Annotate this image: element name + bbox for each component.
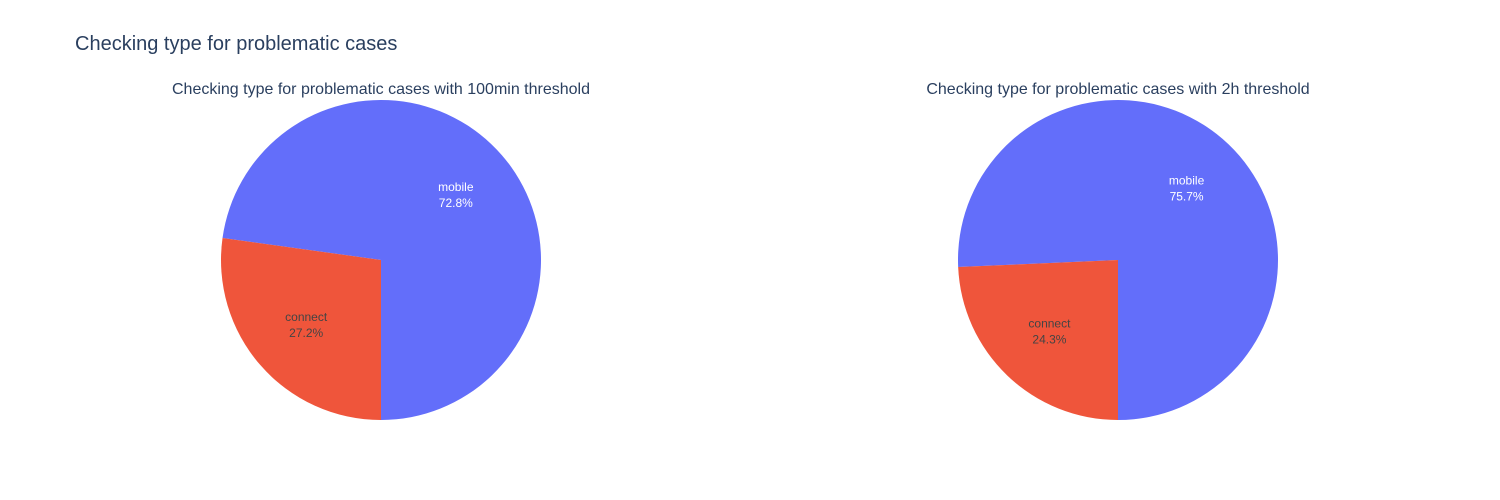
pie-slice-mobile (222, 100, 541, 421)
pie-slice-connect (221, 237, 381, 420)
pie-labels-100min: mobile 72.8% connect 27.2% (285, 180, 474, 340)
slice-label-mobile: mobile 75.7% (1169, 173, 1205, 203)
main-title: Checking type for problematic cases (75, 33, 397, 55)
pie-title-100min: Checking type for problematic cases with… (172, 81, 590, 98)
slice-label-percent: 24.3% (1032, 333, 1066, 347)
slice-label-name: connect (285, 310, 328, 324)
pie-slices-2h (957, 99, 1279, 420)
slice-label-connect: connect 24.3% (1028, 317, 1071, 347)
pie-title-2h: Checking type for problematic cases with… (926, 81, 1309, 98)
pie-slices-100min (221, 100, 541, 421)
slice-label-mobile: mobile 72.8% (438, 180, 474, 210)
pie-labels-2h: mobile 75.7% connect 24.3% (1028, 173, 1204, 346)
slice-label-percent: 72.8% (439, 196, 473, 210)
slice-label-percent: 75.7% (1170, 189, 1204, 203)
slice-label-percent: 27.2% (289, 326, 323, 340)
slice-label-name: connect (1028, 317, 1071, 331)
slice-label-name: mobile (438, 180, 474, 194)
pie-slice-connect (958, 260, 1118, 420)
slice-label-name: mobile (1169, 173, 1205, 187)
slice-label-connect: connect 27.2% (285, 310, 328, 340)
pie-chart-100min: Checking type for problematic cases with… (172, 81, 590, 421)
pie-chart-2h: Checking type for problematic cases with… (926, 81, 1310, 420)
